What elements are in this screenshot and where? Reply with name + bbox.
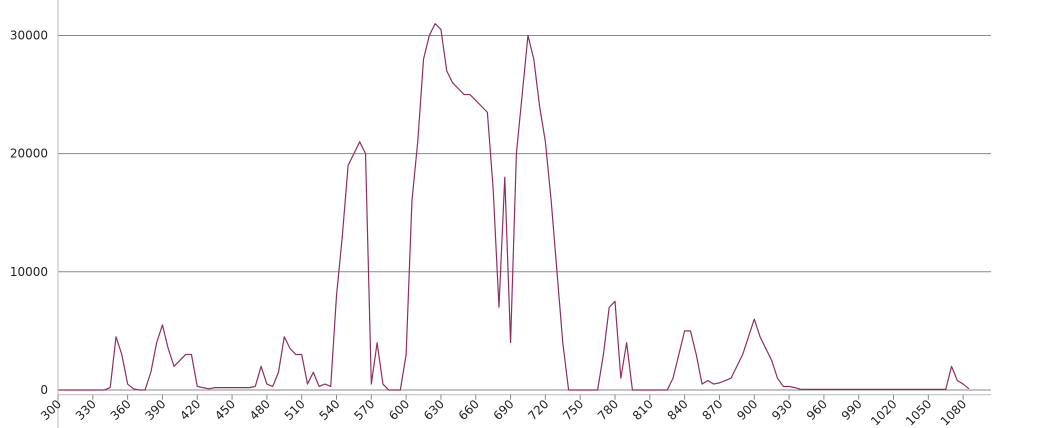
x-tick-label: 450 bbox=[212, 397, 238, 423]
x-tick-label: 480 bbox=[247, 397, 273, 423]
x-tick-label: 420 bbox=[177, 397, 203, 423]
x-tick-label: 510 bbox=[282, 397, 308, 423]
x-tick-label: 840 bbox=[665, 397, 691, 423]
x-tick-label: 780 bbox=[595, 397, 621, 423]
x-tick-label: 720 bbox=[525, 397, 551, 423]
x-tick-label: 570 bbox=[351, 397, 377, 423]
y-tick-label: 30000 bbox=[10, 28, 48, 42]
axes: 0 10000 20000 30000 300 330 360 390 420 450 480 510… bbox=[10, 0, 991, 428]
grid bbox=[58, 34, 991, 391]
x-tick-label: 1020 bbox=[868, 397, 899, 428]
x-tick-label: 300 bbox=[38, 397, 64, 423]
x-tick-label: 330 bbox=[73, 397, 99, 423]
x-tick-label: 930 bbox=[769, 397, 795, 423]
y-tick-label: 10000 bbox=[10, 265, 48, 279]
x-tick-label: 540 bbox=[317, 397, 343, 423]
x-tick-label: 990 bbox=[839, 397, 865, 423]
x-tick-label: 750 bbox=[560, 397, 586, 423]
y-tick-label: 0 bbox=[40, 383, 48, 397]
x-tick-label: 1080 bbox=[938, 397, 969, 428]
x-tick-label: 1050 bbox=[903, 397, 934, 428]
x-tick-label: 870 bbox=[699, 397, 725, 423]
x-tick-label: 390 bbox=[142, 397, 168, 423]
x-tick-label: 660 bbox=[456, 397, 482, 423]
x-tick-label: 960 bbox=[804, 397, 830, 423]
x-tick-label: 900 bbox=[734, 397, 760, 423]
x-tick-label: 690 bbox=[491, 397, 517, 423]
x-tick-label: 810 bbox=[630, 397, 656, 423]
x-tick-label: 360 bbox=[108, 397, 134, 423]
plot bbox=[58, 23, 970, 391]
x-tick-label: 600 bbox=[386, 397, 412, 423]
y-tick-label: 20000 bbox=[10, 147, 48, 161]
x-tick-label: 630 bbox=[421, 397, 447, 423]
line bbox=[58, 23, 970, 391]
